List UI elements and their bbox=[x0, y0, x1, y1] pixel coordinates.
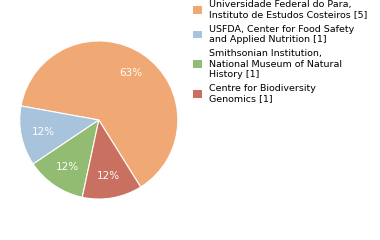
Text: 12%: 12% bbox=[97, 171, 120, 181]
Text: 63%: 63% bbox=[119, 68, 142, 78]
Legend: Universidade Federal do Para,
Instituto de Estudos Costeiros [5], USFDA, Center : Universidade Federal do Para, Instituto … bbox=[193, 0, 367, 103]
Wedge shape bbox=[82, 120, 141, 199]
Wedge shape bbox=[21, 41, 178, 187]
Wedge shape bbox=[20, 106, 99, 164]
Text: 12%: 12% bbox=[55, 162, 78, 172]
Wedge shape bbox=[33, 120, 99, 197]
Text: 12%: 12% bbox=[32, 127, 55, 137]
